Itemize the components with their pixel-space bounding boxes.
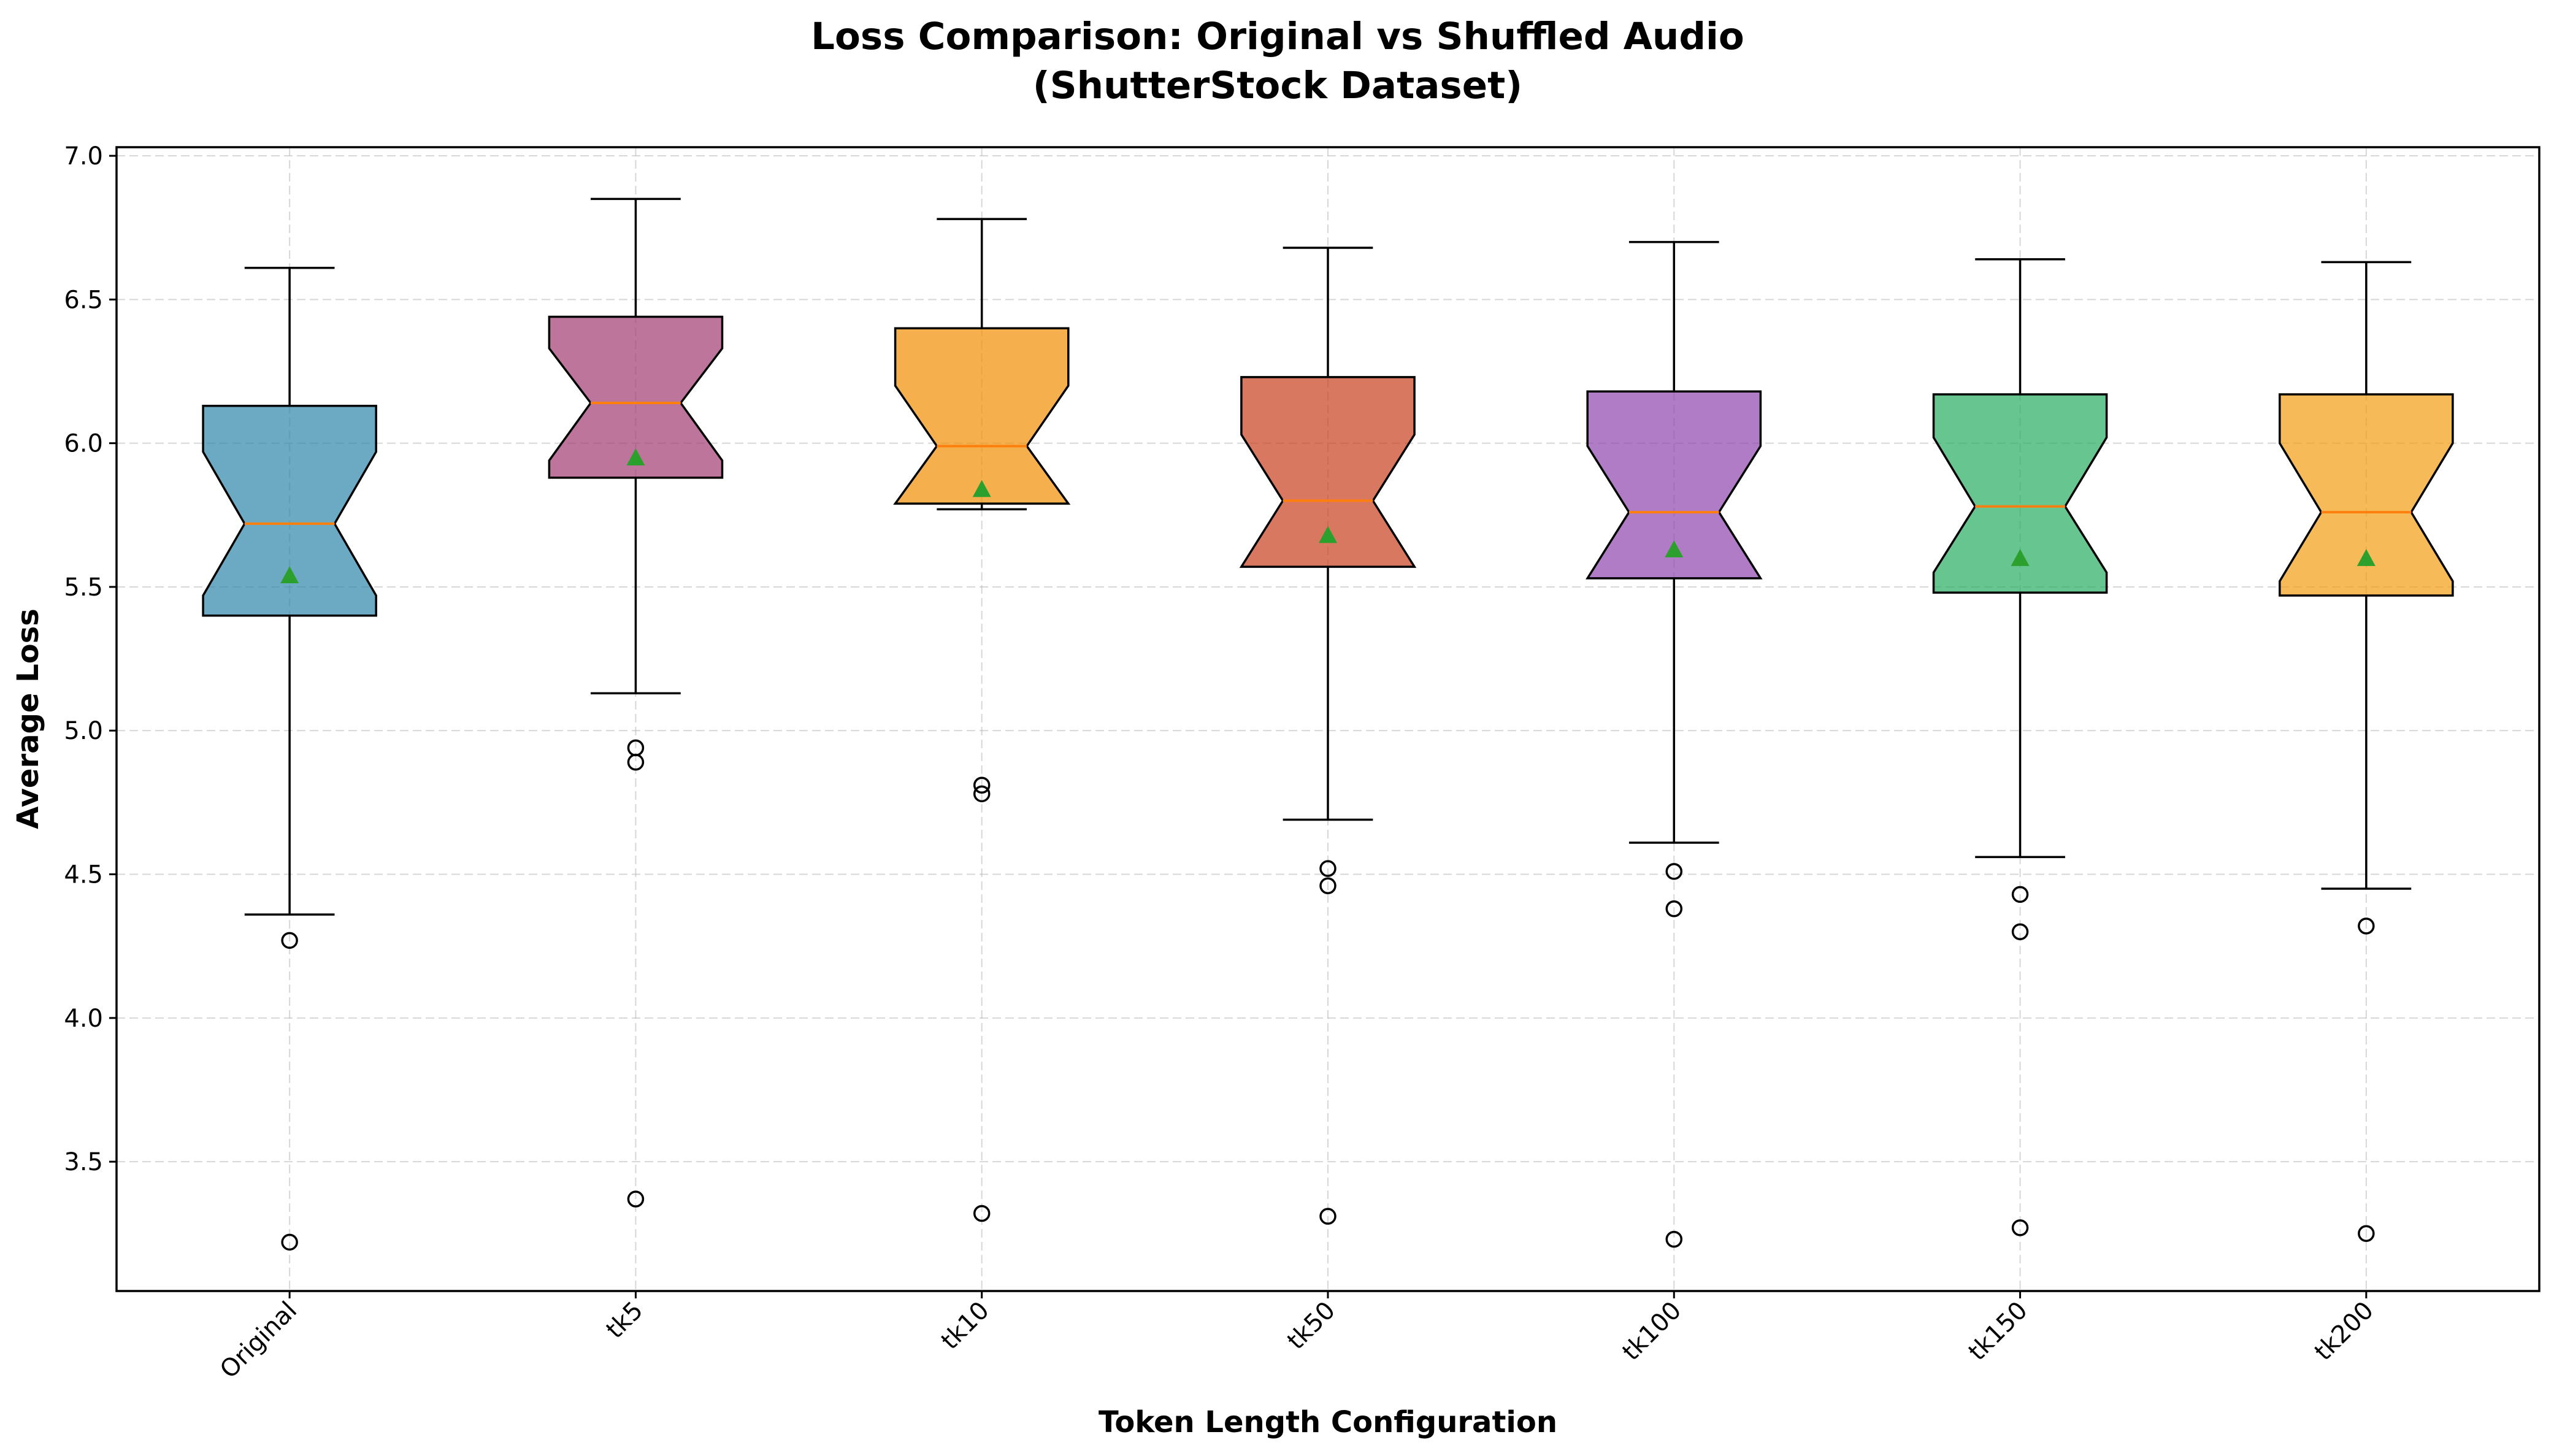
chart-title-line1: Loss Comparison: Original vs Shuffled Au… [811, 15, 1744, 58]
y-axis-label: Average Loss [11, 608, 45, 829]
mean-marker [2011, 549, 2030, 566]
box-body [1239, 376, 1417, 568]
box-tk5 [548, 197, 724, 1208]
y-tick-label: 5.5 [64, 573, 103, 602]
outlier-point [1319, 1208, 1336, 1225]
mean-marker [1665, 540, 1684, 557]
plot-layer [202, 197, 2454, 1251]
outlier-point [973, 1205, 991, 1222]
outlier-point [1319, 860, 1336, 877]
x-axis-label: Token Length Configuration [1099, 1405, 1557, 1439]
y-tick-label: 7.0 [64, 142, 103, 171]
y-tick-label: 6.5 [64, 286, 103, 314]
box-body [1932, 393, 2108, 594]
mean-marker [1319, 526, 1337, 543]
outlier-point [281, 932, 298, 949]
y-axis-ticks: 3.5 4.0 4.5 5.0 5.5 6.0 6.5 7.0 [64, 142, 117, 1176]
chart-title-line2: (ShutterStock Dataset) [1033, 64, 1522, 107]
box-tk10 [893, 218, 1071, 1222]
outlier-point [627, 754, 645, 771]
outlier-point [1665, 863, 1683, 880]
y-tick-label: 4.0 [64, 1005, 103, 1033]
outlier-point [627, 1190, 645, 1208]
outlier-point [2358, 918, 2375, 935]
outlier-point [973, 776, 991, 794]
box-original [202, 267, 377, 1251]
outlier-point [2011, 923, 2029, 941]
box-tk100 [1586, 240, 1763, 1248]
outlier-point [2011, 886, 2029, 903]
outlier-point [1665, 1230, 1683, 1248]
box-body [548, 315, 724, 479]
y-tick-label: 3.5 [64, 1148, 103, 1176]
box-body [893, 327, 1071, 505]
box-body [2279, 393, 2454, 597]
y-tick-label: 6.0 [64, 430, 103, 458]
y-tick-label: 5.0 [64, 717, 103, 745]
outlier-point [2011, 1219, 2029, 1236]
box-body [1586, 390, 1763, 580]
mean-marker [280, 566, 299, 583]
mean-marker [972, 480, 991, 497]
outlier-point [1665, 900, 1683, 918]
outlier-point [281, 1233, 298, 1251]
mean-marker [626, 448, 645, 466]
box-tk150 [1932, 258, 2108, 1236]
box-body [202, 404, 377, 617]
box-tk50 [1239, 247, 1417, 1225]
y-tick-label: 4.5 [64, 861, 103, 889]
mean-marker [2357, 549, 2376, 566]
box-tk200 [2279, 261, 2454, 1243]
outlier-point [2358, 1225, 2375, 1243]
outlier-point [973, 785, 991, 803]
outlier-point [1319, 877, 1336, 895]
